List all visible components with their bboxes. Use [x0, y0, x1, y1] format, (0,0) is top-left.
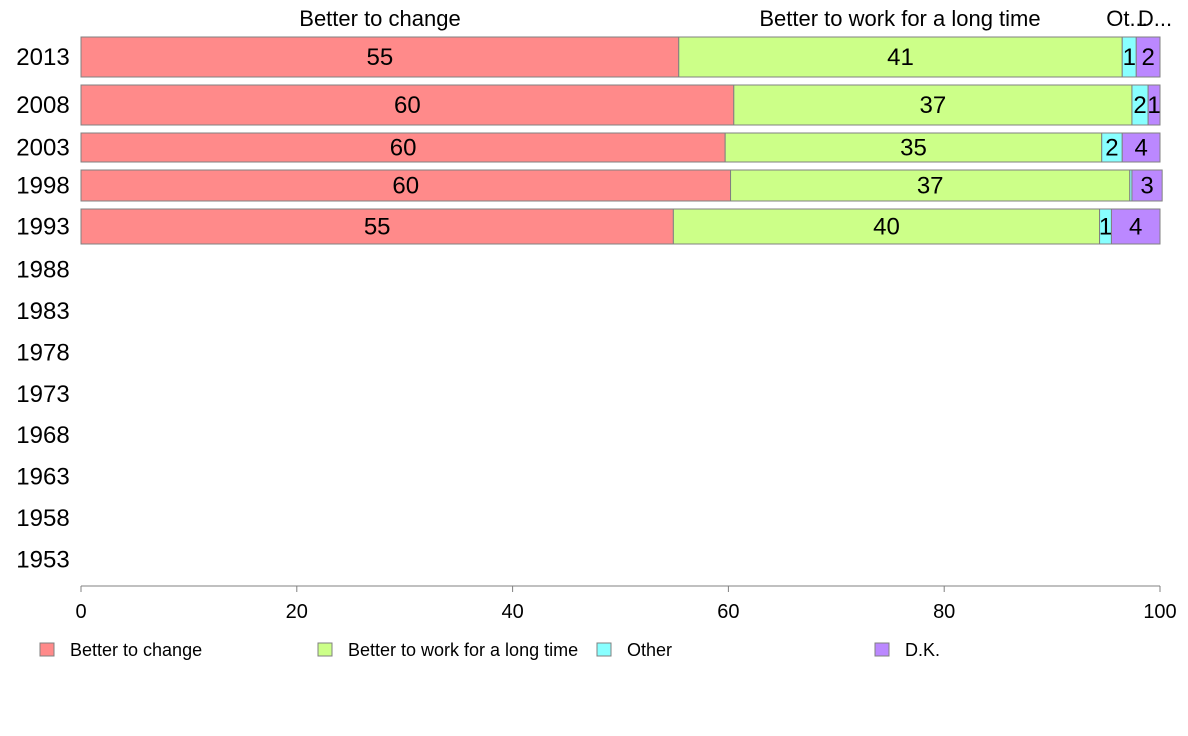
column-header-better-to-work: Better to work for a long time	[759, 6, 1040, 31]
year-labels: 2013 2008 2003 1998 1993 1988 1983 1978 1973 1968…	[16, 44, 69, 574]
bar-segment-1998-3	[1131, 169, 1163, 202]
data-label-2013-0: 55	[367, 44, 394, 71]
bar-segment-1993-0	[80, 208, 674, 245]
data-label-1993-2: 1	[1099, 214, 1112, 241]
column-header-other: Ot...	[1106, 6, 1148, 31]
data-label-2013-1: 41	[887, 44, 914, 71]
bar-segment-1993-3	[1110, 208, 1161, 245]
legend-label-3: D.K.	[905, 640, 940, 660]
bar-segment-1998-1	[730, 169, 1131, 202]
x-tick-label-20: 20	[286, 601, 308, 623]
bar-segment-2008-1	[733, 84, 1133, 126]
year-label-1963: 1963	[16, 464, 69, 491]
year-label-1968: 1968	[16, 422, 69, 449]
legend-label-1: Better to work for a long time	[348, 640, 578, 660]
data-label-1998-0: 60	[392, 173, 419, 200]
bar-segment-2013-1	[678, 36, 1123, 78]
data-label-1993-3: 4	[1129, 214, 1142, 241]
data-label-2003-3: 4	[1134, 135, 1147, 162]
column-header-better-to-change: Better to change	[299, 6, 460, 31]
legend-label-2: Other	[627, 640, 672, 660]
x-tick-label-80: 80	[933, 601, 955, 623]
data-label-2003-1: 35	[900, 135, 927, 162]
data-label-2008-1: 37	[920, 92, 947, 119]
legend-swatch-3	[874, 642, 890, 657]
data-label-2008-0: 60	[394, 92, 421, 119]
year-label-1958: 1958	[16, 505, 69, 532]
year-label-1993: 1993	[16, 214, 69, 241]
data-label-2008-2: 2	[1133, 92, 1146, 119]
year-label-2003: 2003	[16, 135, 69, 162]
year-label-1953: 1953	[16, 547, 69, 574]
legend-label-0: Better to change	[70, 640, 202, 660]
bars: 55 41 1 260 37 2 160 35 2 460 37 355 40 1 4	[80, 36, 1163, 245]
year-label-1978: 1978	[16, 340, 69, 367]
column-headers: Better to change Better to work for a lo…	[299, 6, 1172, 31]
bar-segment-2013-3	[1135, 36, 1161, 78]
year-label-2008: 2008	[16, 92, 69, 119]
year-label-2013: 2013	[16, 44, 69, 71]
data-label-1993-0: 55	[364, 214, 391, 241]
year-label-1988: 1988	[16, 257, 69, 284]
bar-segment-2013-0	[80, 36, 680, 78]
data-label-2003-2: 2	[1105, 135, 1118, 162]
data-label-2013-3: 2	[1141, 44, 1154, 71]
data-label-1998-1: 37	[917, 173, 944, 200]
year-label-1973: 1973	[16, 381, 69, 408]
bar-segment-2003-0	[80, 132, 726, 163]
legend: Better to change Better to work for a lon…	[39, 640, 940, 660]
bar-segment-2008-3	[1147, 84, 1161, 126]
legend-swatch-0	[39, 642, 55, 657]
x-tick-label-0: 0	[75, 601, 86, 623]
data-label-1998-3: 3	[1140, 173, 1153, 200]
bar-segment-1993-1	[672, 208, 1101, 245]
x-tick-label-100: 100	[1143, 601, 1176, 623]
x-tick-label-40: 40	[501, 601, 523, 623]
x-tick-label-60: 60	[717, 601, 739, 623]
x-axis: 0 20 40 60 80 100	[75, 585, 1177, 623]
legend-swatch-2	[596, 642, 612, 657]
bar-segment-2008-0	[80, 84, 735, 126]
year-label-1998: 1998	[16, 173, 69, 200]
column-header-dk: D...	[1138, 6, 1172, 31]
legend-swatch-1	[317, 642, 333, 657]
data-label-1993-1: 40	[873, 214, 900, 241]
data-label-2003-0: 60	[390, 135, 417, 162]
data-label-2013-2: 1	[1123, 44, 1136, 71]
bar-segment-2003-3	[1121, 132, 1161, 163]
data-label-2008-3: 1	[1147, 92, 1160, 119]
year-label-1983: 1983	[16, 298, 69, 325]
